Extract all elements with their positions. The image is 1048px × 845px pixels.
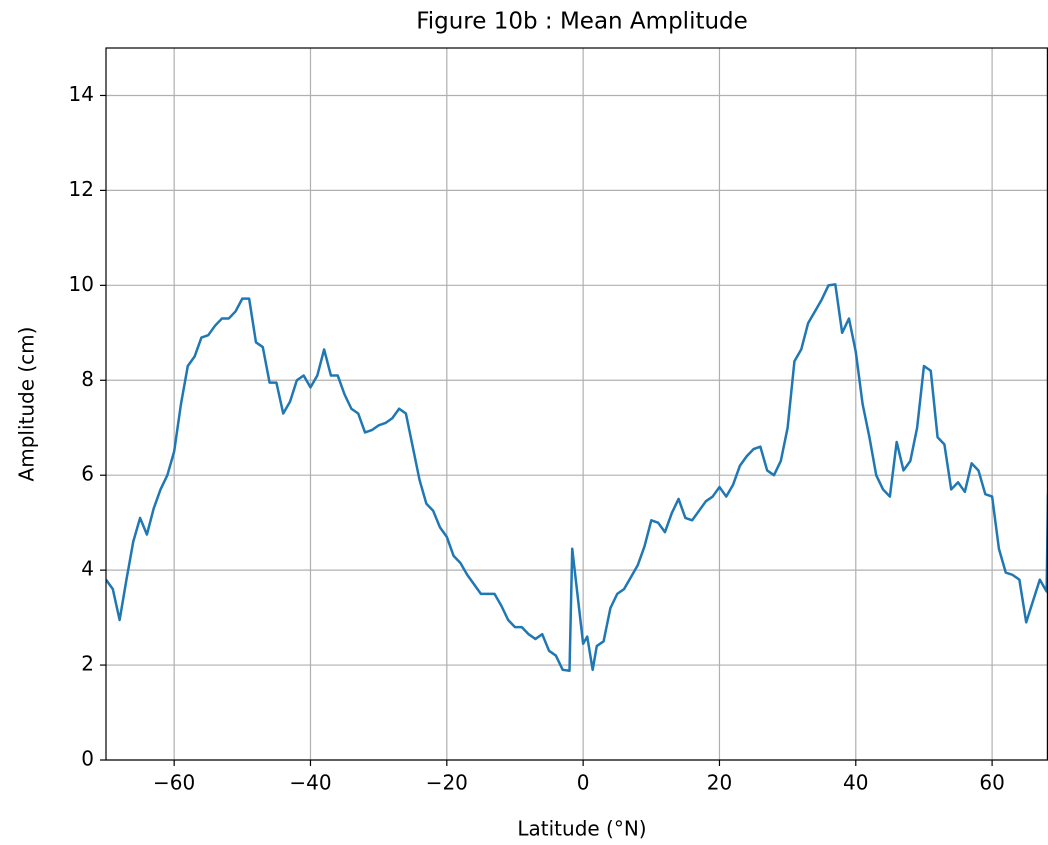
x-tick-label: 60 [979, 771, 1004, 795]
y-tick-label: 12 [69, 177, 94, 201]
y-tick-label: 2 [81, 652, 94, 676]
y-tick-label: 10 [69, 272, 94, 296]
x-tick-label: −40 [289, 771, 331, 795]
y-axis-label: Amplitude (cm) [15, 327, 39, 482]
plot-frame [105, 47, 1048, 761]
x-tick-label: 20 [707, 771, 732, 795]
data-line [106, 283, 1048, 673]
x-axis-label: Latitude (°N) [517, 817, 646, 841]
y-tick-label: 6 [81, 462, 94, 486]
y-tick-label: 0 [81, 747, 94, 771]
y-tick-label: 14 [69, 82, 94, 106]
x-tick-label: 40 [843, 771, 868, 795]
x-tick-label: 0 [577, 771, 590, 795]
y-tick-label: 8 [81, 367, 94, 391]
chart-title: Figure 10b : Mean Amplitude [416, 9, 748, 35]
y-tick-label: 4 [81, 557, 94, 581]
x-tick-label: −60 [153, 771, 195, 795]
x-tick-label: −20 [426, 771, 468, 795]
